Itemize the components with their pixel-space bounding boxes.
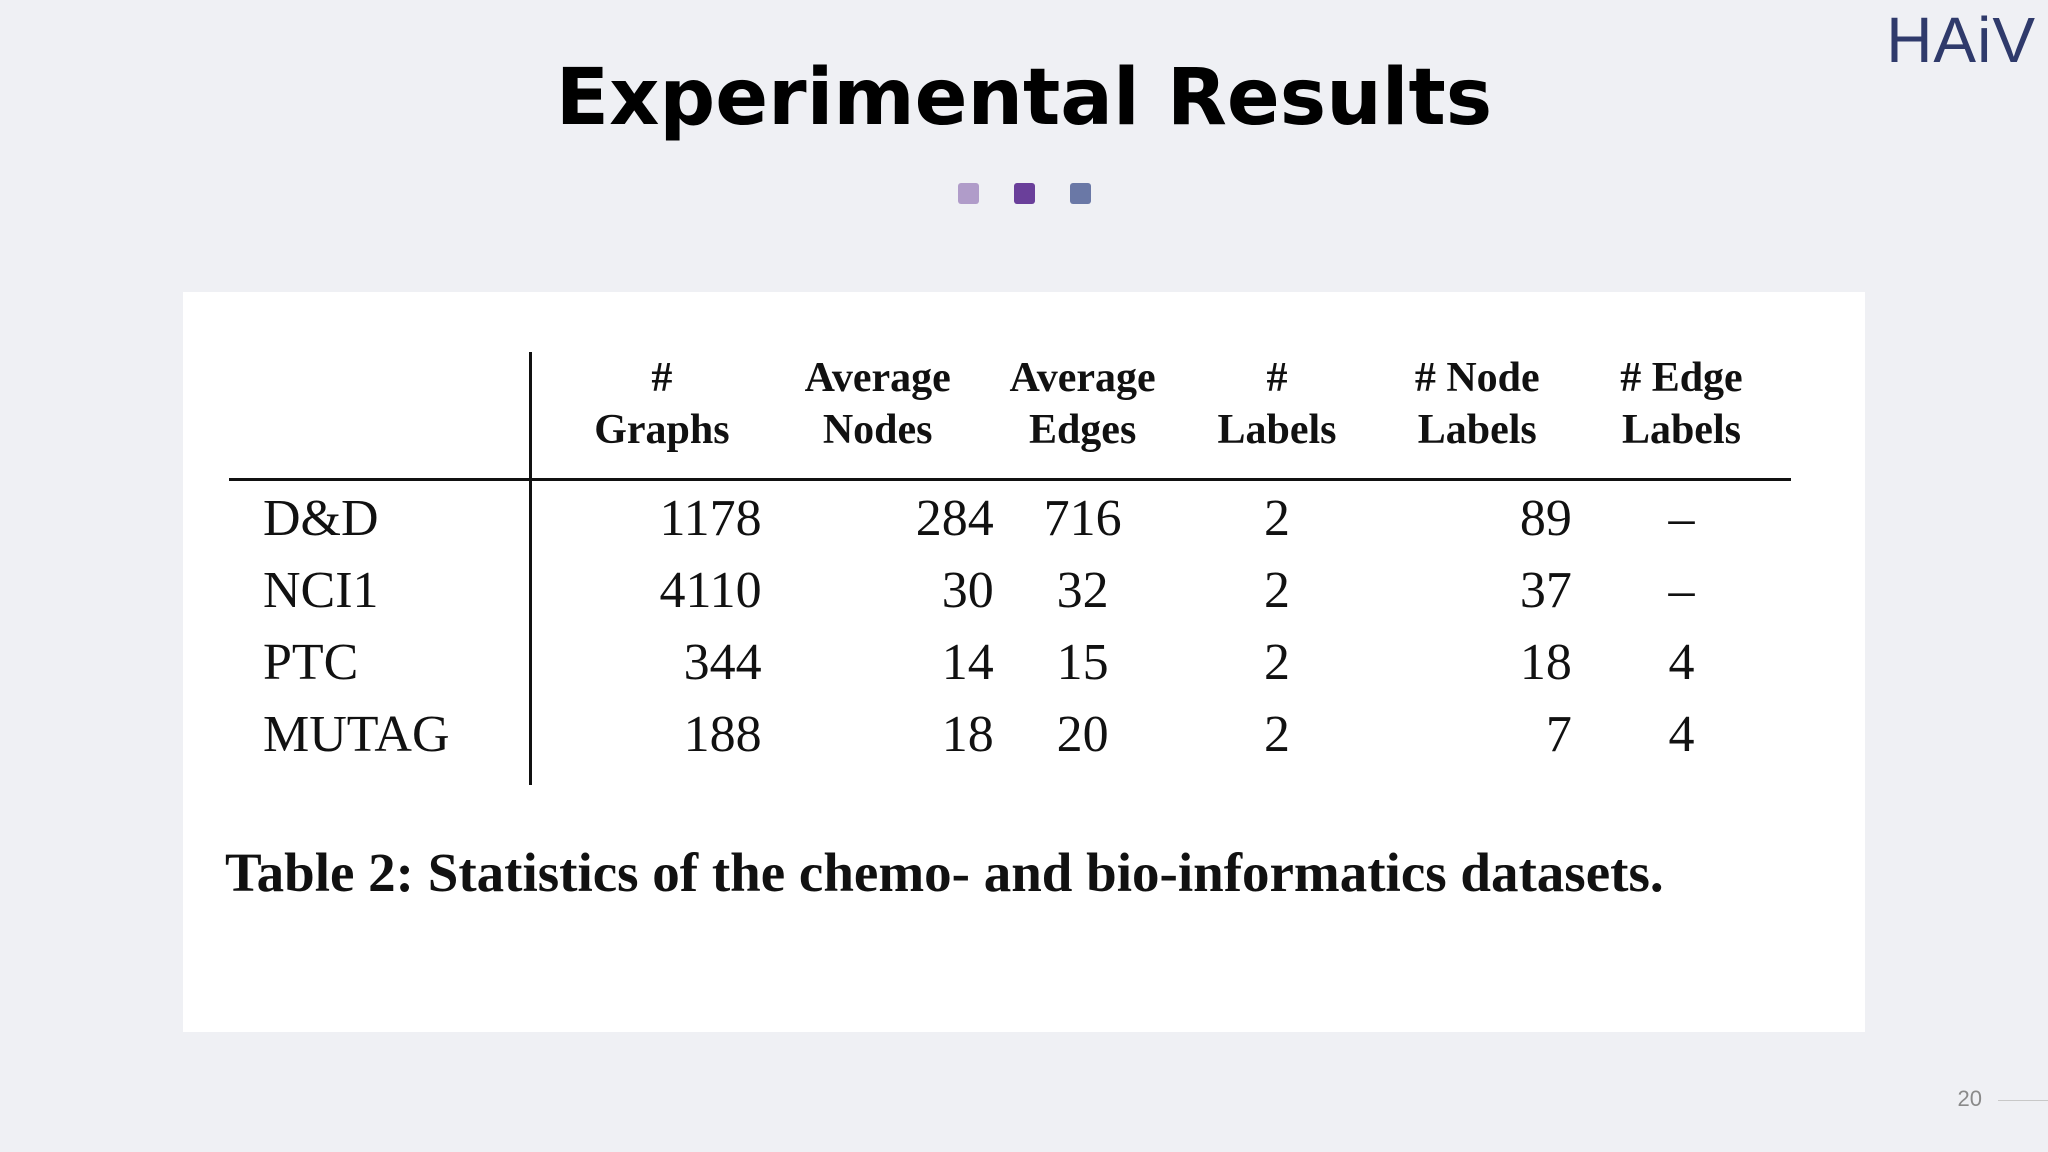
cell-graphs: 188 <box>683 706 762 763</box>
cell-edge-labels: – <box>1668 490 1695 547</box>
header-edge-labels-line2: Labels <box>1621 407 1741 453</box>
cell-dataset-name: PTC <box>229 627 533 699</box>
title-decoration-dots <box>958 183 1091 204</box>
cell-dataset-name: MUTAG <box>229 699 533 785</box>
cell-graphs: 344 <box>683 634 762 691</box>
header-average-nodes: Average Nodes <box>762 352 994 480</box>
cell-edge-labels: – <box>1668 562 1695 619</box>
cell-labels: 2 <box>1264 490 1291 547</box>
cell-dataset-name: D&D <box>229 479 533 555</box>
page-number-rule <box>1998 1100 2048 1101</box>
table-row: MUTAG 188 18 20 2 7 4 <box>229 699 1791 785</box>
decoration-dot <box>1014 183 1035 204</box>
decoration-dot <box>958 183 979 204</box>
header-labels: # Labels <box>1171 352 1382 480</box>
header-graphs-line2: Graphs <box>594 407 730 453</box>
table-row: NCI1 4110 30 32 2 37 – <box>229 555 1791 627</box>
cell-node-labels: 37 <box>1519 562 1572 619</box>
header-edge-labels-line1: # Edge <box>1620 355 1743 401</box>
cell-average-edges: 32 <box>1056 562 1109 619</box>
cell-labels: 2 <box>1264 634 1291 691</box>
cell-edge-labels: 4 <box>1668 634 1695 691</box>
header-graphs: # Graphs <box>531 352 762 480</box>
cell-graphs: 1178 <box>659 490 762 547</box>
header-node-labels: # Node Labels <box>1383 352 1572 480</box>
header-dataset <box>229 352 533 480</box>
cell-dataset-name: NCI1 <box>229 555 533 627</box>
cell-average-edges: 20 <box>1056 706 1109 763</box>
cell-average-nodes: 18 <box>941 706 994 763</box>
cell-labels: 2 <box>1264 706 1291 763</box>
cell-node-labels: 7 <box>1545 706 1572 763</box>
table-row: PTC 344 14 15 2 18 4 <box>229 627 1791 699</box>
decoration-dot <box>1070 183 1091 204</box>
header-average-nodes-line2: Nodes <box>822 407 933 453</box>
cell-average-nodes: 284 <box>915 490 994 547</box>
dataset-statistics-table: # Graphs Average Nodes Average Edges # L… <box>229 352 1791 785</box>
header-node-labels-line1: # Node <box>1414 355 1540 401</box>
table-header-row: # Graphs Average Nodes Average Edges # L… <box>229 352 1791 480</box>
haiv-logo: HAiV <box>1886 4 2036 76</box>
header-average-edges: Average Edges <box>994 352 1172 480</box>
table-caption: Table 2: Statistics of the chemo- and bi… <box>225 842 1664 903</box>
cell-average-nodes: 14 <box>941 634 994 691</box>
header-edge-labels: # Edge Labels <box>1572 352 1791 480</box>
header-average-edges-line1: Average <box>1009 355 1156 401</box>
cell-average-edges: 716 <box>1043 490 1122 547</box>
header-labels-line2: Labels <box>1217 407 1337 453</box>
table-row: D&D 1178 284 716 2 89 – <box>229 479 1791 555</box>
cell-node-labels: 18 <box>1519 634 1572 691</box>
header-node-labels-line2: Labels <box>1417 407 1537 453</box>
slide-title: Experimental Results <box>555 53 1493 143</box>
table-figure-panel: # Graphs Average Nodes Average Edges # L… <box>183 292 1865 1032</box>
cell-average-edges: 15 <box>1056 634 1109 691</box>
header-average-edges-line2: Edges <box>1028 407 1137 453</box>
header-labels-line1: # <box>1266 355 1288 401</box>
cell-edge-labels: 4 <box>1668 706 1695 763</box>
cell-graphs: 4110 <box>659 562 762 619</box>
cell-labels: 2 <box>1264 562 1291 619</box>
cell-average-nodes: 30 <box>941 562 994 619</box>
header-graphs-line1: # <box>651 355 673 401</box>
page-number: 20 <box>1957 1086 1982 1111</box>
header-average-nodes-line1: Average <box>804 355 951 401</box>
cell-node-labels: 89 <box>1519 490 1572 547</box>
